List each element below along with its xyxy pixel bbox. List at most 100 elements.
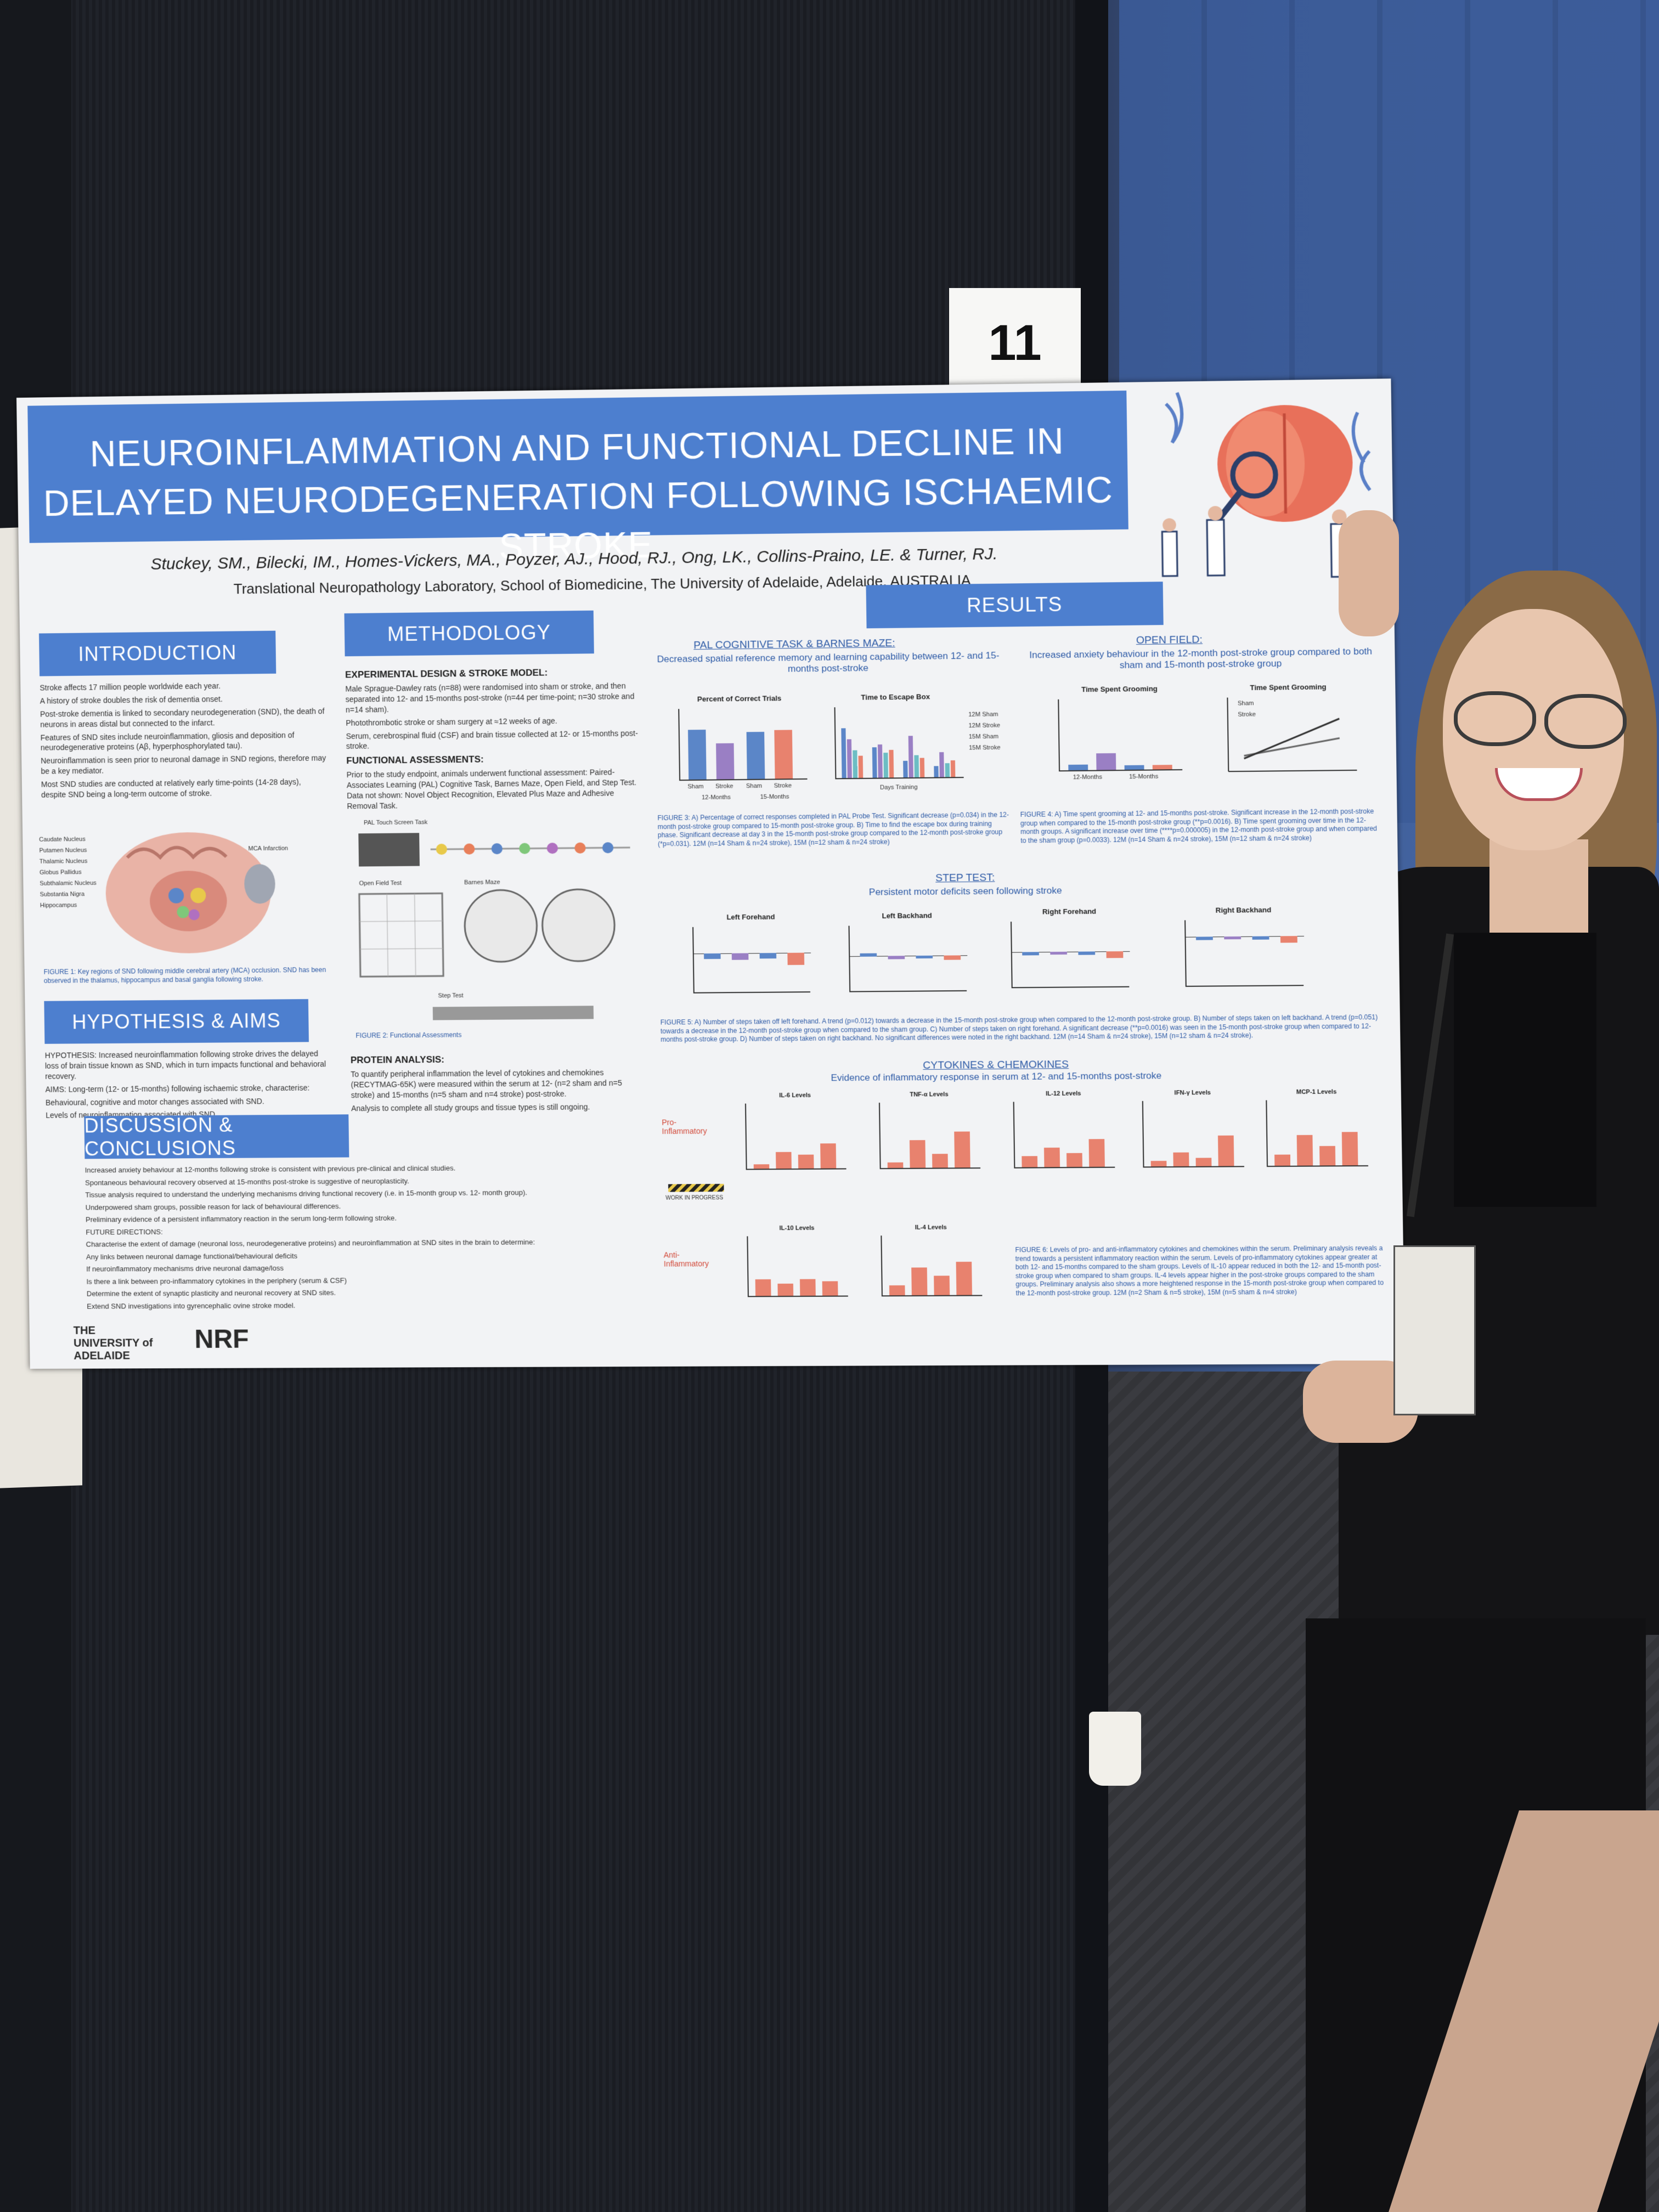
functional-assessment-figure xyxy=(353,820,643,988)
work-in-progress-label: WORK IN PROGRESS xyxy=(665,1195,723,1201)
intro-bullet: Most SND studies are conducted at relati… xyxy=(41,777,328,800)
groom-bar xyxy=(1068,765,1088,770)
label-thalamic: Thalamic Nucleus xyxy=(40,858,88,865)
escape-bar xyxy=(914,755,919,777)
escape-bar xyxy=(909,736,913,777)
left-forehand-chart xyxy=(692,926,810,994)
figure3-caption: FIGURE 3: A) Percentage of correct respo… xyxy=(657,811,1009,849)
discussion-line: Characterise the extent of damage (neuro… xyxy=(86,1237,650,1250)
intro-bullet: Features of SND sites include neuroinfla… xyxy=(41,730,327,753)
discussion-line: FUTURE DIRECTIONS: xyxy=(86,1224,650,1237)
pct-group-label: Sham xyxy=(687,783,703,790)
escape-bar xyxy=(853,751,857,778)
escape-legend-item: 15M Stroke xyxy=(969,744,1001,752)
grooming-a-title: Time Spent Grooming xyxy=(1046,684,1192,694)
cyto-subheading: Evidence of inflammatory response in ser… xyxy=(772,1070,1221,1084)
bar-15m-sham xyxy=(747,732,765,779)
bar-12m-stroke xyxy=(716,743,734,780)
left-backhand-chart xyxy=(849,925,967,992)
escape-bar xyxy=(859,756,864,778)
badge-text xyxy=(1395,1247,1474,1268)
escape-bar xyxy=(889,750,894,778)
pct-correct-title: Percent of Correct Trials xyxy=(667,693,812,703)
escape-title: Time to Escape Box xyxy=(823,692,968,702)
label-globus: Globus Pallidus xyxy=(40,869,82,876)
label-hippocampus: Hippocampus xyxy=(40,902,77,909)
intro-bullet: Stroke affects 17 million people worldwi… xyxy=(40,680,326,693)
il10-title: IL-10 Levels xyxy=(741,1224,853,1232)
pal-task-label: PAL Touch Screen Task xyxy=(364,819,427,826)
paper-cup xyxy=(1089,1712,1141,1786)
protein-line: To quantify peripheral inflammation the … xyxy=(351,1067,645,1101)
groom-legend-item: Sham xyxy=(1238,700,1254,707)
brain-coronal-figure xyxy=(50,823,316,963)
discussion-line: Spontaneous behavioural recovery observe… xyxy=(85,1175,649,1187)
escape-bar xyxy=(945,763,950,777)
label-putamen: Putamen Nucleus xyxy=(39,847,87,854)
pro-inflammatory-label: Pro-Inflammatory xyxy=(662,1118,718,1136)
person-neck xyxy=(1489,839,1588,933)
open-field-heading: OPEN FIELD: xyxy=(1029,633,1310,648)
pal-subheading: Decreased spatial reference memory and l… xyxy=(655,650,1001,676)
mcp1-title: MCP-1 Levels xyxy=(1260,1088,1373,1096)
il4-title: IL-4 Levels xyxy=(875,1224,987,1231)
escape-bar xyxy=(847,739,852,778)
cyto-heading: CYTOKINES & CHEMOKINES xyxy=(884,1058,1108,1072)
escape-chart xyxy=(834,706,964,780)
figure6-caption: FIGURE 6: Levels of pro- and anti-inflam… xyxy=(1015,1244,1387,1298)
bar-12m-sham xyxy=(688,730,707,780)
research-poster: NEUROINFLAMMATION AND FUNCTIONAL DECLINE… xyxy=(16,379,1405,1369)
escape-bar xyxy=(920,758,925,777)
mcp1-chart xyxy=(1266,1099,1368,1167)
functional-line: Prior to the study endpoint, animals und… xyxy=(347,767,641,811)
label-mca: MCA Infarction xyxy=(248,845,288,853)
hypothesis-line: HYPOTHESIS: Increased neuroinflammation … xyxy=(45,1048,332,1081)
discussion-line: Determine the extent of synaptic plastic… xyxy=(87,1286,651,1299)
escape-legend-item: 15M Sham xyxy=(969,733,998,741)
hypothesis-heading: HYPOTHESIS & AIMS xyxy=(44,999,309,1044)
escape-bar xyxy=(903,761,908,777)
escape-bar xyxy=(883,753,888,777)
tnfa-chart xyxy=(879,1102,980,1169)
person-top xyxy=(1454,933,1596,1207)
escape-bar xyxy=(934,766,938,777)
label-nigra: Substantia Nigra xyxy=(40,891,85,898)
escape-legend-item: 12M Stroke xyxy=(968,722,1000,729)
groom-timepoint-label: 15-Months xyxy=(1129,774,1158,781)
days-training-label: Days Training xyxy=(880,784,918,791)
discussion-line: If neuroinflammatory mechanisms drive ne… xyxy=(86,1262,650,1274)
glasses-left-lens xyxy=(1454,691,1536,746)
grooming-a-chart xyxy=(1058,698,1182,771)
groom-bar xyxy=(1153,765,1172,769)
open-field-subheading: Increased anxiety behaviour in the 12-mo… xyxy=(1018,646,1384,672)
step-test-figure xyxy=(433,1001,594,1024)
tnfa-title: TNF-α Levels xyxy=(873,1091,985,1098)
results-heading: RESULTS xyxy=(866,582,1163,628)
right-backhand-title: Right Backhand xyxy=(1178,905,1308,915)
il6-chart xyxy=(745,1103,847,1170)
introduction-text: Stroke affects 17 million people worldwi… xyxy=(40,680,328,803)
conference-badge xyxy=(1393,1245,1476,1415)
open-field-label: Open Field Test xyxy=(359,880,402,887)
bar-15m-stroke xyxy=(774,730,793,778)
grooming-b-chart xyxy=(1226,696,1357,772)
step-test-label: Step Test xyxy=(438,992,463,999)
pct-group-label: Stroke xyxy=(774,782,792,789)
figure2-caption: FIGURE 2: Functional Assessments xyxy=(356,1030,522,1040)
discussion-line: Underpowered sham groups, possible reaso… xyxy=(86,1200,650,1212)
person-hand-top xyxy=(1339,510,1399,636)
groom-bar xyxy=(1096,753,1116,770)
step-heading: STEP TEST: xyxy=(881,871,1049,885)
escape-legend-item: 12M Sham xyxy=(968,711,998,718)
label-caudate: Caudate Nucleus xyxy=(39,836,86,843)
right-forehand-chart xyxy=(1011,921,1129,988)
grooming-b-title: Time Spent Grooming xyxy=(1215,682,1361,692)
groom-bar xyxy=(1125,765,1144,770)
design-heading: EXPERIMENTAL DESIGN & STROKE MODEL: xyxy=(345,666,639,682)
discussion-line: Extend SND investigations into gyrenceph… xyxy=(87,1299,651,1311)
aims-line: AIMS: Long-term (12- or 15-months) follo… xyxy=(45,1082,331,1094)
discussion-line: Tissue analysis required to understand t… xyxy=(85,1187,649,1200)
methodology-heading: METHODOLOGY xyxy=(345,611,594,657)
pal-heading: PAL COGNITIVE TASK & BARNES MAZE: xyxy=(655,637,934,652)
design-line: Male Sprague-Dawley rats (n=88) were ran… xyxy=(345,681,639,715)
